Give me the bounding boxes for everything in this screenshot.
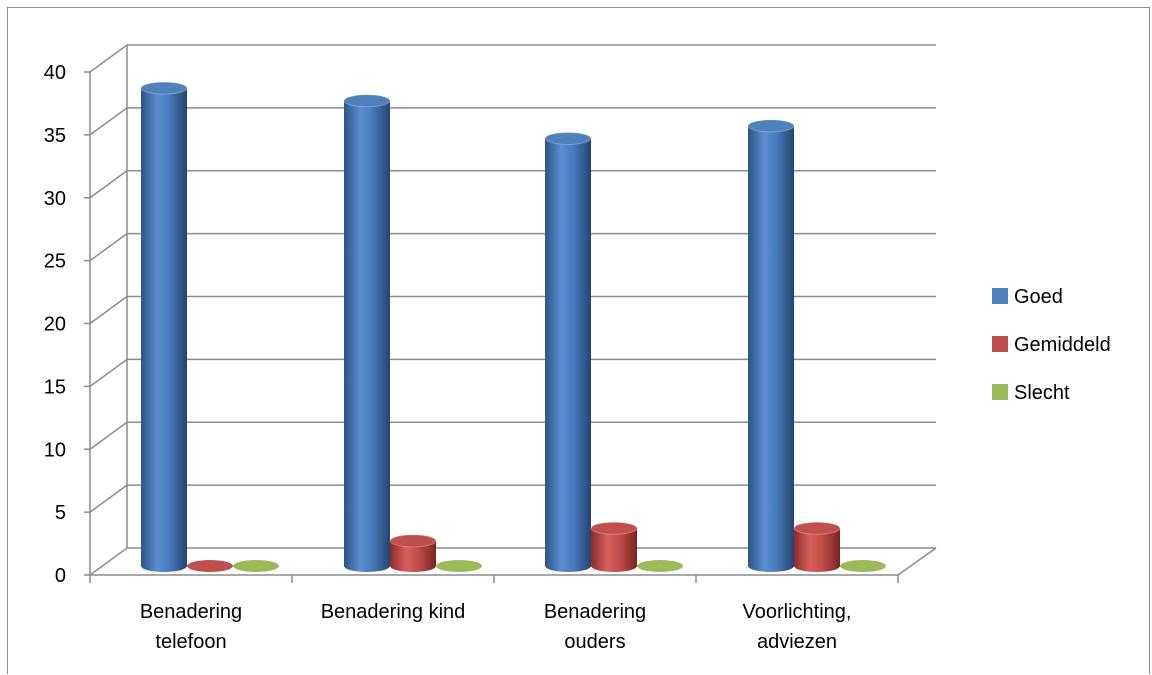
gridlines: [89, 44, 936, 576]
axis-labels: 0 5 10 15 20 25 30 35 40 Benadering telefoon Benade…: [44, 62, 852, 653]
bar-gemiddeld-2: [590, 521, 638, 572]
bar-cap: [436, 560, 482, 572]
legend-swatch: [992, 336, 1008, 352]
x-tick-label: Benadering ouders: [544, 601, 646, 653]
legend-label: Gemiddeld: [1014, 334, 1111, 356]
legend-swatch: [992, 288, 1008, 304]
x-tick-label: Benadering kind: [321, 601, 466, 623]
bar-cap: [389, 534, 437, 548]
bar-cap: [544, 131, 592, 145]
bar-goed-0: [140, 81, 188, 573]
gridline: [89, 44, 936, 73]
gridline: [89, 232, 936, 262]
bar-body: [545, 138, 591, 572]
bar-body: [794, 528, 840, 572]
legend-label: Goed: [1014, 286, 1063, 308]
bars: [140, 81, 886, 573]
legend-swatch: [992, 384, 1008, 400]
bar-body: [141, 88, 187, 573]
y-tick-label: 0: [55, 565, 66, 587]
legend-item-slecht: Slecht: [992, 382, 1070, 404]
bar-slecht-1: [436, 560, 482, 572]
y-tick-label: 40: [44, 62, 66, 84]
y-tick-label: 15: [44, 376, 66, 398]
y-tick-label: 10: [44, 439, 66, 461]
bar-goed-1: [343, 94, 391, 572]
bar-cap: [140, 81, 188, 95]
bar-cap: [233, 560, 279, 572]
gridline: [89, 358, 936, 387]
gridline: [89, 421, 936, 450]
y-tick-label: 20: [44, 314, 66, 336]
bar-body: [344, 100, 390, 572]
bar-gemiddeld-1: [389, 534, 437, 572]
y-tick-label: 25: [44, 251, 66, 273]
floor-edge: [897, 547, 937, 576]
gridline: [89, 170, 936, 199]
bar-cap: [343, 94, 391, 108]
legend-item-gemiddeld: Gemiddeld: [992, 334, 1111, 356]
bar-body: [748, 125, 794, 572]
bar-cap: [840, 560, 886, 572]
bar-slecht-3: [840, 560, 886, 572]
bar-gemiddeld-3: [793, 521, 841, 572]
bar-body: [591, 528, 637, 572]
y-tick-label: 35: [44, 125, 66, 147]
x-tick-label: Benadering telefoon: [140, 601, 242, 653]
bar-cap: [590, 521, 638, 535]
bar-cap: [747, 119, 795, 133]
bar-body: [390, 540, 436, 572]
legend-item-goed: Goed: [992, 286, 1063, 308]
bar-cap: [793, 521, 841, 535]
gridline: [89, 107, 936, 136]
x-tick-label: Voorlichting, adviezen: [743, 601, 852, 653]
legend-label: Slecht: [1014, 382, 1070, 404]
axes: [84, 45, 937, 583]
y-tick-label: 30: [44, 188, 66, 210]
gridline: [89, 295, 936, 325]
bar-slecht-2: [637, 560, 683, 572]
bar-goed-2: [544, 131, 592, 572]
bar-cap: [637, 560, 683, 572]
bar-cap: [187, 560, 233, 572]
y-tick-label: 5: [55, 502, 66, 524]
bar-goed-3: [747, 119, 795, 572]
legend: Goed Gemiddeld Slecht: [992, 286, 1111, 404]
gridline: [89, 484, 936, 513]
bar-slecht-0: [233, 560, 279, 572]
bar-gemiddeld-0: [187, 560, 233, 572]
